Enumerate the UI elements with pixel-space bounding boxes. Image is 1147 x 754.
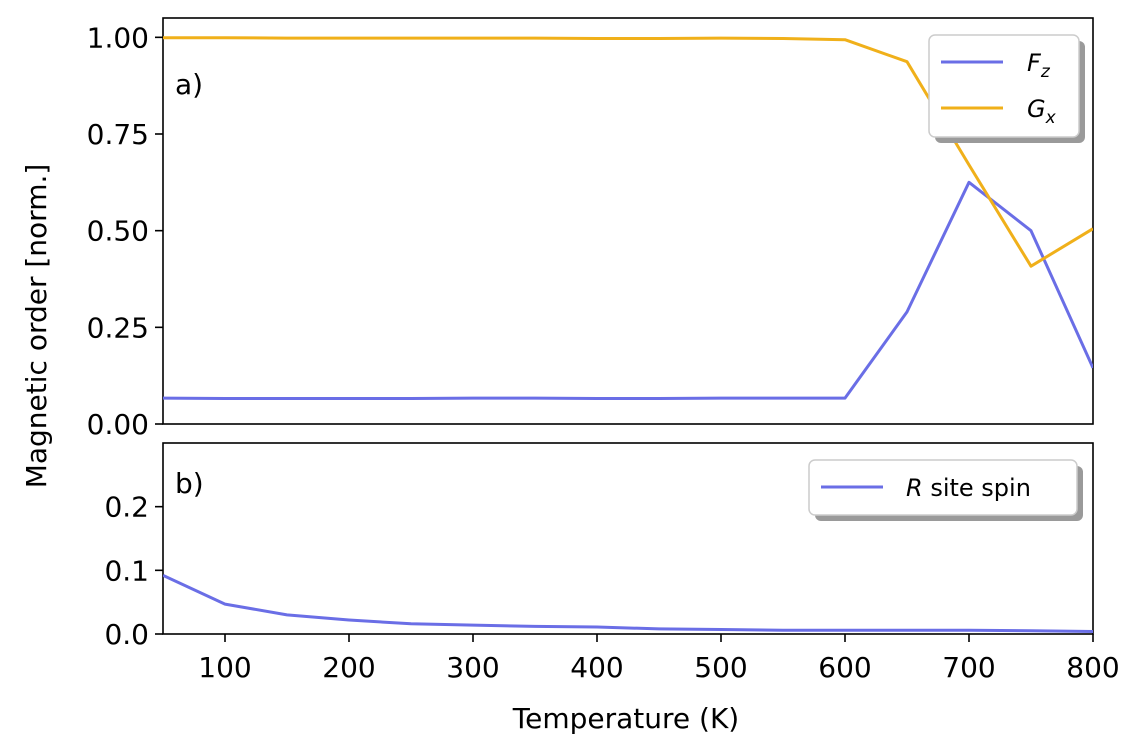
panel-b-xtick-label: 600 [818,651,871,684]
panel-b-series-line-r [163,574,1093,633]
panel-b: b) 0.0 0.1 0.2 100 200 300 400 500 600 700 800 R … [104,442,1120,684]
panel-a-ytick-label: 0.25 [87,311,149,344]
panel-a-ytick-label: 1.00 [87,21,149,54]
panel-b-xtick-label: 800 [1066,651,1119,684]
panel-a: a) 0.00 0.25 0.50 0.75 1.00 Fz Gx [87,17,1094,441]
panel-b-xtick-label: 500 [694,651,747,684]
panel-a-frame [162,17,1094,425]
y-axis-label: Magnetic order [norm.] [20,164,53,489]
legend-b-box [808,459,1078,516]
panel-a-ytick-label: 0.75 [87,118,149,151]
panel-b-label: b) [175,467,204,500]
legend-b-label-r: R site spin [906,474,1031,502]
panel-b-xtick-label: 200 [322,651,375,684]
panel-b-xtick-label: 400 [570,651,623,684]
panel-a-label: a) [175,68,203,101]
panel-b-ytick-label: 0.2 [104,491,149,524]
panel-b-legend: R site spin [808,459,1083,521]
panel-b-xtick-label: 100 [198,651,251,684]
panel-a-legend: Fz Gx [928,34,1085,143]
panel-a-ytick-label: 0.50 [87,215,149,248]
panel-a-y-ticks: 0.00 0.25 0.50 0.75 1.00 [87,21,163,441]
panel-b-ytick-label: 0.1 [104,554,149,587]
panel-b-xtick-label: 300 [446,651,499,684]
panel-a-series-line-fz [163,180,1093,400]
panel-b-series [163,574,1093,633]
panel-b-x-ticks: 100 200 300 400 500 600 700 800 [198,634,1120,684]
panel-b-frame [162,442,1094,635]
panel-a-ytick-label: 0.00 [87,408,149,441]
legend-a-label-gx: Gx [1027,95,1057,128]
panel-b-y-ticks: 0.0 0.1 0.2 [104,491,163,651]
legend-a-box [928,34,1080,138]
panel-b-ytick-label: 0.0 [104,618,149,651]
legend-a-label-fz: Fz [1027,49,1051,82]
panel-b-xtick-label: 700 [942,651,995,684]
x-axis-label: Temperature (K) [512,702,739,735]
